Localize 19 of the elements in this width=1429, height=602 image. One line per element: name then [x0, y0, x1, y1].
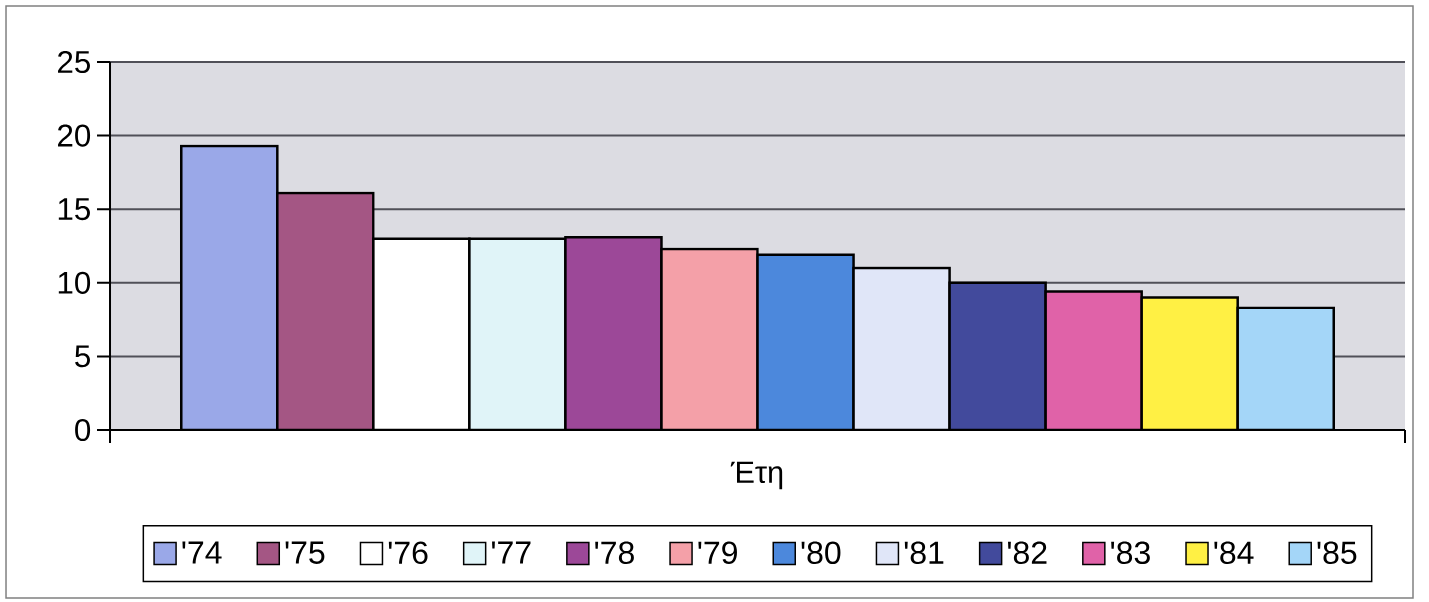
y-tick-label: 10: [58, 271, 91, 294]
legend-label: '79: [698, 541, 737, 565]
legend-label: '80: [801, 541, 841, 565]
legend-label: '76: [388, 541, 428, 565]
legend-label: '82: [1008, 541, 1047, 565]
legend-label: '74: [182, 541, 222, 564]
legend-label: '75: [285, 541, 325, 564]
y-tick-label: 20: [58, 124, 91, 147]
y-tick-label: 25: [58, 50, 90, 74]
legend-label: '78: [595, 541, 634, 565]
y-tick-label: 15: [58, 198, 90, 221]
y-tick-label: 0: [75, 418, 91, 442]
legend-label: '83: [1111, 541, 1150, 565]
y-tick-label: 5: [75, 345, 90, 368]
x-axis-title: Έτη: [730, 461, 783, 490]
legend-label: '77: [492, 541, 531, 564]
legend-label: '85: [1317, 541, 1357, 565]
legend-label: '81: [904, 541, 944, 565]
legend-label: '84: [1214, 541, 1254, 565]
